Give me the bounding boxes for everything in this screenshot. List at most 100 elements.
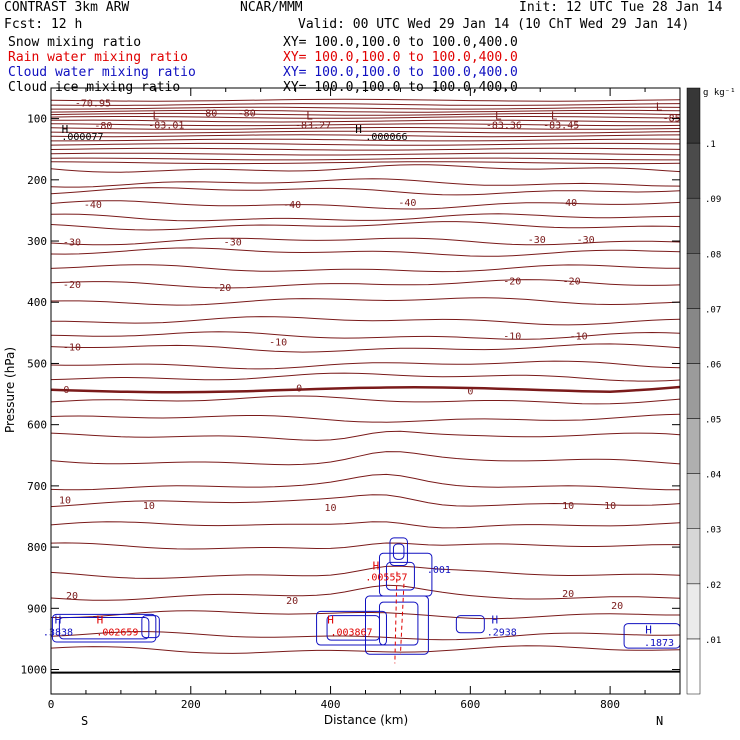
field-name-cloud-water: Cloud water mixing ratio <box>8 65 196 80</box>
isotherm <box>50 316 681 326</box>
cloud-value-label: .3838 <box>43 628 73 639</box>
x-tick-label: 600 <box>460 698 480 711</box>
isotherm <box>50 213 681 222</box>
cloud-value-label: .1873 <box>644 638 674 649</box>
valid-time: Valid: 00 UTC Wed 29 Jan 14 (10 ChT Wed … <box>298 17 690 32</box>
y-tick-label: 600 <box>27 419 47 432</box>
extremum-marker: H <box>645 624 652 637</box>
x-tick-label: 800 <box>600 698 620 711</box>
contour-label: -83.27 <box>295 120 331 131</box>
colorbar-segment <box>686 197 701 254</box>
isotherm <box>50 264 680 273</box>
isotherm <box>50 343 681 353</box>
contour-label: 20 <box>66 591 78 602</box>
cloud-water-contour <box>51 613 157 643</box>
cloud-water-contour <box>389 537 408 566</box>
contour-label: -80 <box>94 121 112 132</box>
contour-label: 20 <box>562 589 574 600</box>
stratosphere-isotherm <box>50 103 681 106</box>
field-xy-rain: XY= 100.0,100.0 to 100.0,400.0 <box>283 50 518 65</box>
isotherm <box>50 200 681 210</box>
colorbar-tick-label: .07 <box>705 305 721 315</box>
isotherm <box>50 451 681 466</box>
rain-water-contour <box>394 571 405 664</box>
contour-label: -70.95 <box>75 98 111 109</box>
extremum-marker: H <box>55 613 62 626</box>
colorbar-segment <box>686 253 701 309</box>
extremum-marker: H <box>327 613 334 626</box>
colorbar-segment <box>686 418 701 474</box>
y-tick-label: 1000 <box>21 664 48 677</box>
extremum-marker: L <box>495 110 502 123</box>
contour-label: -30 <box>63 237 81 248</box>
model-name: CONTRAST 3km ARW <box>4 0 130 15</box>
y-axis-title: Pressure (hPa) <box>3 347 17 433</box>
cloud-value-label: .002659 <box>96 628 138 639</box>
contour-label: -20 <box>503 276 521 287</box>
cloud-water-contour <box>365 595 429 655</box>
field-name-snow: Snow mixing ratio <box>8 35 142 50</box>
endpoint-north: N <box>656 714 663 728</box>
stratosphere-isotherm <box>50 116 681 119</box>
contour-label: 0 <box>467 387 473 398</box>
colorbar-tick-label: .03 <box>705 526 721 536</box>
contour-label: -85 <box>663 114 681 125</box>
contour-label: 0 <box>296 384 302 395</box>
isotherm <box>50 178 681 188</box>
stratosphere-isotherm <box>51 138 681 142</box>
isotherm <box>50 221 681 231</box>
stratosphere-isotherm <box>50 123 681 127</box>
y-tick-label: 200 <box>27 174 47 187</box>
forecast-hour: Fcst: 12 h <box>4 17 83 32</box>
y-tick-label: 900 <box>27 602 47 615</box>
extremum-marker: H <box>373 559 380 572</box>
stratosphere-isotherm <box>51 106 681 110</box>
stratosphere-isotherm <box>50 157 680 161</box>
cloud-value-label: .005557 <box>365 572 407 583</box>
colorbar-tick-label: .04 <box>705 471 721 481</box>
isotherm <box>50 247 681 257</box>
contour-label: -10 <box>63 343 81 354</box>
contour-labels: -70.95 -80 -80 -80 -83.01 -83.27 -83.36 -83.45 -… <box>43 98 681 649</box>
stratosphere-isotherm <box>50 152 681 156</box>
contour-label: -40 <box>283 200 301 211</box>
extremum-marker: L <box>306 110 313 123</box>
isotherm <box>50 521 681 529</box>
field-xy-snow: XY= 100.0,100.0 to 100.0,400.0 <box>283 35 518 50</box>
cloud-water-contour <box>378 601 419 646</box>
contour-label: -10 <box>503 332 521 343</box>
colorbar: .01 .02 .03 .04 .05 .06 .07 .08 .09 .1 <box>686 87 721 695</box>
colorbar-tick-label: .01 <box>705 636 721 646</box>
isotherm <box>50 473 680 491</box>
isotherm <box>50 395 681 405</box>
y-tick-label: 400 <box>27 296 47 309</box>
contour-label: .000066 <box>365 132 407 143</box>
contour-label: -30 <box>577 235 595 246</box>
freezing-level-isotherm <box>50 385 681 394</box>
isotherm <box>50 542 680 550</box>
isotherm <box>50 279 681 289</box>
colorbar-segment <box>686 308 701 364</box>
stratosphere-isotherm <box>50 112 681 116</box>
field-name-rain: Rain water mixing ratio <box>8 50 189 65</box>
colorbar-segment <box>686 528 701 585</box>
cloud-water-contour <box>385 561 415 591</box>
extremum-marker: H <box>491 613 498 626</box>
contour-label: -20 <box>63 280 81 291</box>
isotherm <box>50 494 681 508</box>
colorbar-segment <box>686 142 701 199</box>
contour-label: 10 <box>143 501 155 512</box>
isotherm <box>50 413 681 423</box>
y-tick-label: 700 <box>27 480 47 493</box>
contour-label: -30 <box>528 235 546 246</box>
extremum-marker: H <box>355 123 362 136</box>
ground-line <box>50 670 681 674</box>
stratosphere-isotherm <box>50 127 681 130</box>
contour-label: 0 <box>63 385 69 396</box>
cloud-water-contour <box>316 610 387 646</box>
contour-label: -40 <box>398 198 416 209</box>
colorbar-segment <box>686 638 701 695</box>
contour-label: 10 <box>604 501 616 512</box>
cloud-water-contour <box>392 543 405 560</box>
